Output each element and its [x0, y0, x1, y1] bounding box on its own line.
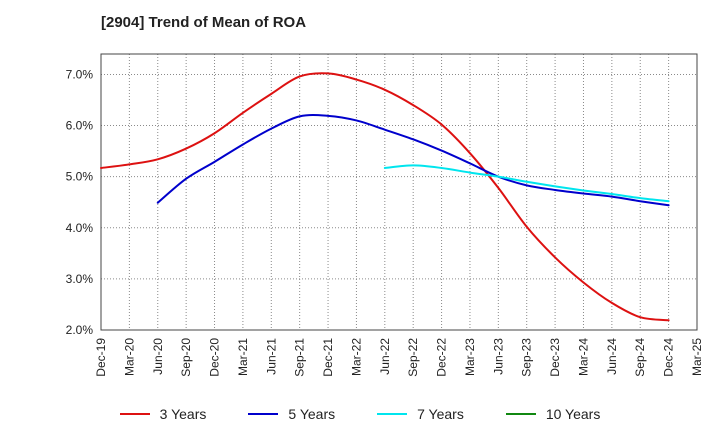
series-line-5-years	[156, 114, 670, 207]
plot-frame	[100, 53, 698, 331]
series-line-3-years	[100, 72, 670, 322]
y-tick-label: 6.0%	[66, 119, 94, 133]
x-tick-label: Mar-21	[236, 338, 250, 376]
x-tick-label: Dec-21	[321, 338, 335, 377]
y-tick-label: 3.0%	[66, 272, 94, 286]
x-tick-label: Sep-24	[633, 338, 647, 377]
legend-item-10-years: 10 Years	[505, 406, 601, 422]
axes	[100, 53, 698, 331]
x-tick-label: Jun-20	[151, 338, 165, 375]
legend-label: 3 Years	[159, 406, 207, 422]
legend-item-7-years: 7 Years	[377, 406, 464, 422]
x-tick-labels: Dec-19 Mar-20 Jun-20 Sep-20 Dec-20 Mar-21 Jun-…	[94, 338, 704, 377]
x-tick-label: Dec-24	[662, 338, 676, 377]
chart-title: [2904] Trend of Mean of ROA	[101, 14, 307, 31]
x-tick-label: Jun-21	[264, 338, 278, 375]
legend-item-5-years: 5 Years	[248, 406, 335, 422]
legend-label: 10 Years	[545, 406, 601, 422]
x-tick-label: Mar-22	[349, 338, 363, 376]
grid	[100, 54, 698, 331]
y-tick-label: 2.0%	[66, 323, 94, 337]
x-tick-label: Sep-22	[406, 338, 420, 377]
legend-label: 5 Years	[288, 406, 336, 422]
x-tick-label: Mar-23	[463, 338, 477, 376]
x-tick-label: Dec-22	[435, 338, 449, 377]
x-tick-label: Jun-23	[491, 338, 505, 375]
x-tick-label: Mar-20	[122, 338, 136, 376]
x-tick-label: Jun-22	[378, 338, 392, 375]
y-tick-label: 4.0%	[66, 221, 94, 235]
legend-swatch	[377, 413, 408, 415]
series-line-7-years	[383, 164, 670, 203]
legend-swatch	[248, 413, 279, 415]
x-tick-label: Dec-20	[208, 338, 222, 377]
legend-swatch	[505, 413, 536, 415]
legend-swatch	[119, 413, 150, 415]
y-tick-label: 7.0%	[66, 67, 94, 81]
legend-item-3-years: 3 Years	[119, 406, 207, 422]
x-tick-label: Dec-19	[94, 338, 108, 377]
x-tick-label: Sep-23	[520, 338, 534, 377]
x-tick-label: Mar-25	[690, 338, 704, 376]
x-tick-label: Dec-23	[548, 338, 562, 377]
x-tick-label: Sep-20	[179, 338, 193, 377]
x-tick-label: Jun-24	[605, 338, 619, 375]
series-lines	[100, 72, 670, 322]
x-tick-label: Sep-21	[293, 338, 307, 377]
y-tick-label: 5.0%	[66, 170, 94, 184]
legend-label: 7 Years	[417, 406, 464, 422]
legend: 3 Years 5 Years 7 Years 10 Years	[0, 406, 720, 422]
x-tick-label: Mar-24	[576, 338, 590, 376]
y-tick-labels: 2.0% 3.0% 4.0% 5.0% 6.0% 7.0%	[66, 67, 94, 337]
